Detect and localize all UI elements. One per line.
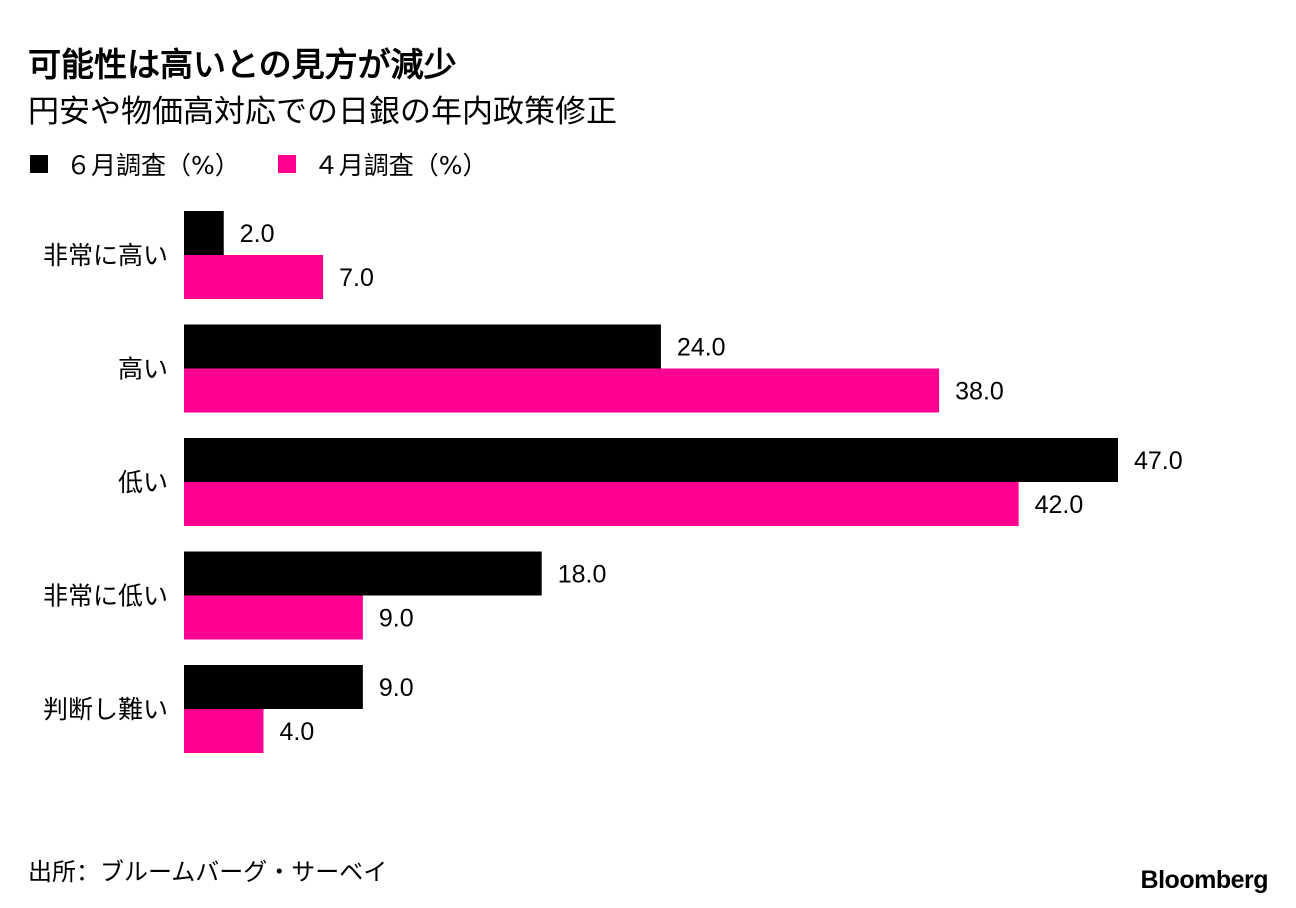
legend-item-april: ４月調査（%） [277,146,488,182]
category-label: 高い [118,355,168,384]
category-label: 非常に高い [43,241,168,270]
legend-label-april: ４月調査（%） [313,151,488,180]
legend-label-june: ６月調査（%） [66,151,240,180]
bar-june [184,324,661,369]
data-label-june: 9.0 [379,674,414,702]
category-label: 判断し難い [43,695,168,724]
data-label-april: 38.0 [955,378,1004,406]
legend-swatch-june [30,155,48,173]
data-label-june: 47.0 [1134,447,1183,475]
bar-chart: 非常に高い 2.0 7.0 高い 24.0 38.0 低い 47.0 42.0 非常に低い 18.0… [43,211,1183,753]
bar-june [184,665,363,709]
chart-title: 可能性は高いとの見方が減少 [28,45,457,84]
bloomberg-logo: Bloomberg [1140,866,1269,894]
bar-april [184,709,264,753]
legend-swatch-april [277,155,296,173]
category-label: 低い [118,468,168,497]
source-note: 出所：ブルームバーグ・サーベイ [28,858,388,886]
data-label-june: 18.0 [558,561,607,589]
bar-april [184,482,1019,526]
data-label-april: 42.0 [1035,491,1084,519]
data-label-april: 9.0 [379,605,414,633]
bar-june [184,211,224,255]
bar-june [184,551,542,596]
bar-april [184,595,363,640]
chart-subtitle: 円安や物価高対応での日銀の年内政策修正 [28,94,617,130]
data-label-june: 24.0 [677,334,726,362]
data-label-april: 7.0 [339,264,374,292]
category-label: 非常に低い [43,582,168,611]
legend: ６月調査（%） ４月調査（%） [30,146,526,182]
data-label-june: 2.0 [240,220,275,248]
data-label-april: 4.0 [279,718,314,746]
legend-item-june: ６月調査（%） [30,146,240,182]
bar-april [184,255,324,299]
bar-april [184,368,940,413]
bar-june [184,438,1118,482]
